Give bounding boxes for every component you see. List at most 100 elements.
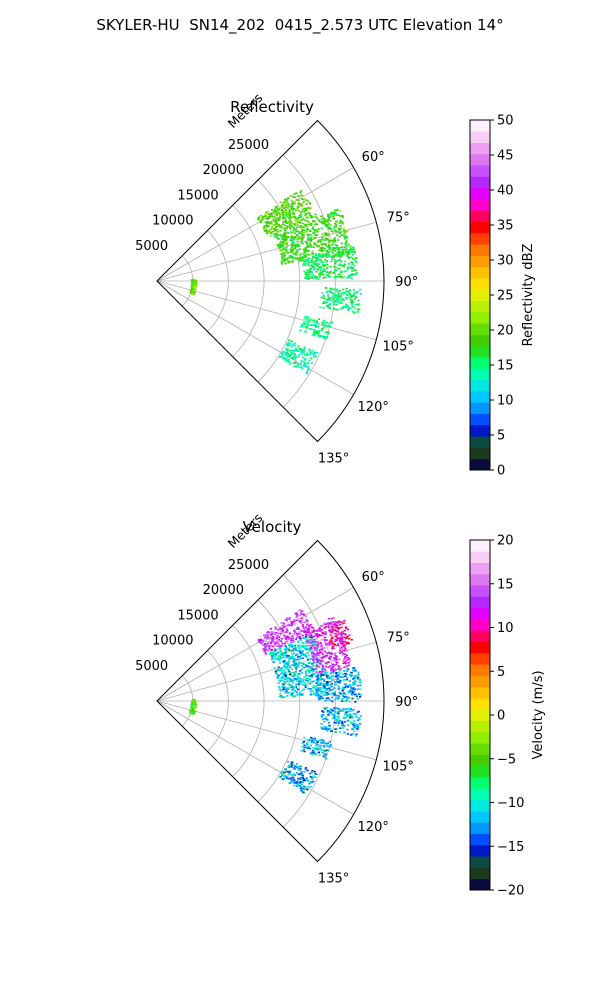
radar-gate: [282, 627, 285, 629]
radar-gate: [296, 780, 300, 782]
radar-gate: [290, 349, 293, 352]
radar-gate: [312, 751, 316, 753]
echo-region-near-line: [189, 278, 198, 296]
radar-gate: [284, 357, 287, 360]
radar-gate: [314, 323, 317, 326]
radar-gate: [288, 256, 291, 259]
radar-gate: [306, 253, 309, 255]
colorbar-segment: [470, 630, 490, 643]
radar-gate: [280, 252, 283, 255]
radar-gate: [323, 741, 326, 744]
radar-gate: [293, 353, 296, 356]
radar-gate: [295, 612, 298, 614]
radar-gate: [330, 260, 333, 262]
radar-gate: [327, 721, 330, 724]
radar-gate: [353, 250, 356, 253]
radar-gate: [285, 236, 288, 239]
radar-gate: [304, 633, 308, 636]
radar-gate: [326, 331, 329, 333]
radar-gate: [287, 764, 291, 767]
radar-gate: [333, 713, 336, 716]
radar-gate: [278, 247, 281, 249]
radar-gate: [288, 361, 291, 363]
radar-gate: [297, 210, 300, 212]
radar-gate: [298, 647, 301, 650]
radar-gate: [334, 262, 337, 265]
radar-gate: [347, 249, 350, 251]
radar-gate: [306, 353, 309, 356]
radar-gate: [339, 649, 342, 652]
radar-gate: [193, 292, 196, 295]
radar-gate: [313, 275, 316, 278]
radar-gate: [301, 610, 304, 612]
radar-gate: [191, 699, 194, 702]
radar-gate: [273, 210, 276, 212]
radar-gate: [276, 635, 279, 638]
echo-region-red-patch: [323, 619, 353, 650]
radar-gate: [279, 629, 282, 632]
radar-gate: [295, 658, 298, 661]
radar-gate: [318, 698, 321, 701]
radar-gate: [301, 222, 305, 225]
radar-gate: [317, 745, 320, 747]
radar-gate: [274, 626, 277, 629]
radar-gate: [342, 643, 345, 646]
radar-gate: [296, 666, 299, 668]
radar-gate: [333, 657, 336, 659]
radar-gate: [334, 621, 338, 623]
radar-gate: [326, 306, 329, 308]
radar-gate: [328, 688, 331, 690]
radar-gate: [314, 776, 317, 778]
radar-gate: [320, 215, 323, 217]
radar-gate: [326, 661, 329, 663]
radar-gate: [326, 742, 329, 745]
radar-gate: [307, 627, 310, 629]
radar-gate: [312, 630, 316, 633]
radar-gate: [315, 258, 318, 260]
radar-gate: [306, 658, 309, 661]
radar-gate: [318, 633, 321, 636]
colorbar-segment: [470, 255, 490, 268]
radar-gate: [296, 258, 299, 261]
radar-gate: [308, 237, 311, 239]
colorbar-segment: [470, 390, 490, 403]
radar-gate: [318, 220, 321, 223]
radar-gate: [326, 711, 329, 713]
radar-gate: [351, 674, 354, 677]
radar-gate: [352, 691, 355, 694]
radar-gate: [320, 692, 323, 695]
radar-gate: [191, 288, 194, 291]
radar-gate: [294, 667, 297, 669]
radar-gate: [349, 298, 352, 300]
radar-gate: [324, 276, 327, 279]
radar-gate: [273, 233, 276, 236]
radar-gate: [338, 623, 341, 626]
radar-gate: [336, 259, 339, 262]
radar-gate: [350, 273, 353, 276]
radar-gate: [346, 716, 349, 718]
radar-gate: [287, 650, 290, 652]
radar-gate: [270, 222, 273, 225]
radar-gate: [298, 673, 301, 676]
radar-gate: [285, 647, 289, 650]
radar-gate: [282, 216, 286, 219]
radar-gate: [306, 674, 309, 677]
radar-gate: [322, 718, 325, 720]
radar-gate: [306, 365, 309, 368]
radar-gate: [338, 719, 341, 722]
radar-gate: [281, 263, 284, 265]
radar-gate: [310, 648, 313, 650]
radar-gate: [264, 221, 268, 224]
radar-gate: [295, 348, 298, 350]
radar-gate: [351, 299, 354, 301]
radar-gate: [277, 674, 280, 677]
angle-tick-label: 75°: [387, 210, 410, 225]
radar-gate: [286, 665, 289, 668]
radar-gate: [326, 266, 329, 269]
radar-gate: [327, 690, 330, 693]
radar-gate: [273, 208, 277, 210]
colorbar-tick-label: 0: [497, 709, 505, 724]
radar-gate: [301, 650, 304, 652]
radar-gate: [344, 243, 347, 246]
radar-gate: [264, 215, 267, 217]
